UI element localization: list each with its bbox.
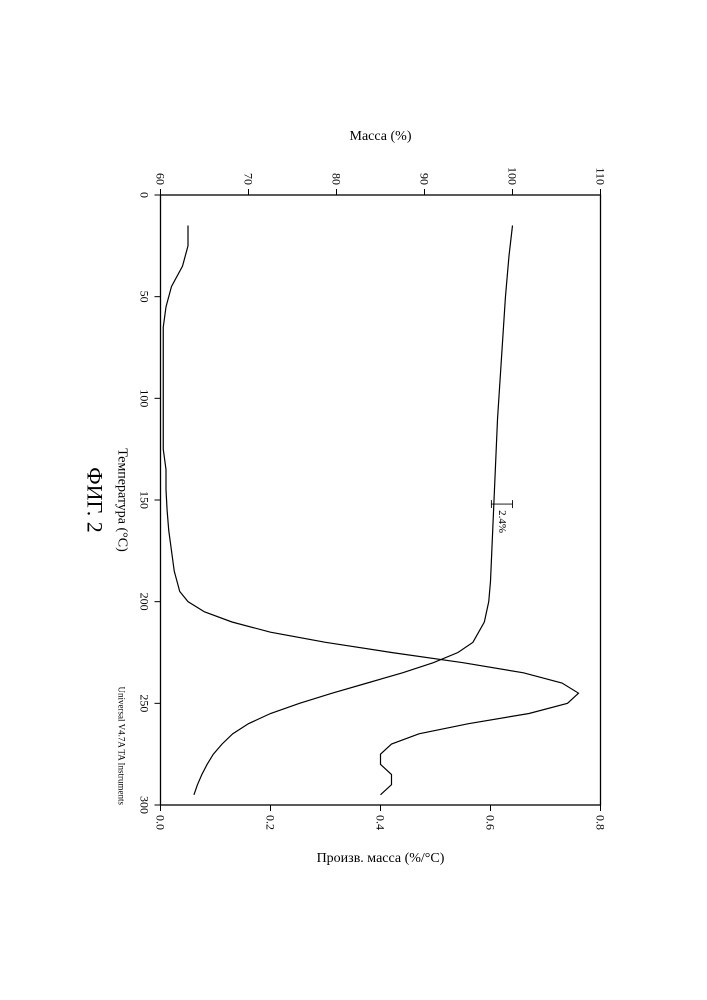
x-tick-label: 300: [138, 796, 152, 814]
y-left-axis-label: Масса (%): [350, 129, 412, 144]
x-tick-label: 100: [138, 389, 152, 407]
y-left-tick-label: 80: [330, 173, 344, 185]
y-right-tick-label: 0.4: [374, 815, 388, 830]
x-tick-label: 0: [138, 192, 152, 198]
x-tick-label: 250: [138, 694, 152, 712]
software-credit: Universal V4.7A TA Instruments: [117, 687, 127, 806]
y-right-tick-label: 0.0: [154, 815, 168, 830]
x-tick-label: 150: [138, 491, 152, 509]
chart-rotated-wrapper: 0 50 100 150 200 250 300 Температура (°C) ФИГ. 2…: [71, 120, 636, 880]
x-tick-label: 200: [138, 593, 152, 611]
y-right-tick-label: 0.8: [594, 815, 608, 830]
annotation-label: 2.4%: [496, 510, 508, 533]
y-right-tick-label: 0.6: [484, 815, 498, 830]
y-left-tick-label: 90: [418, 173, 432, 185]
y-left-tick-label: 60: [154, 173, 168, 185]
y-left-tick-label: 70: [242, 173, 256, 185]
x-axis-label: Температура (°C): [115, 448, 130, 552]
tga-chart: 0 50 100 150 200 250 300 Температура (°C) ФИГ. 2…: [76, 120, 636, 880]
x-tick-label: 50: [138, 291, 152, 303]
y-right-axis-label: Произв. масса (%/°C): [317, 851, 445, 866]
plot-frame: [161, 195, 601, 805]
y-left-tick-label: 100: [506, 167, 520, 185]
y-right-tick-label: 0.2: [264, 815, 278, 830]
y-left-tick-label: 110: [594, 167, 608, 185]
figure-caption: ФИГ. 2: [83, 467, 108, 533]
